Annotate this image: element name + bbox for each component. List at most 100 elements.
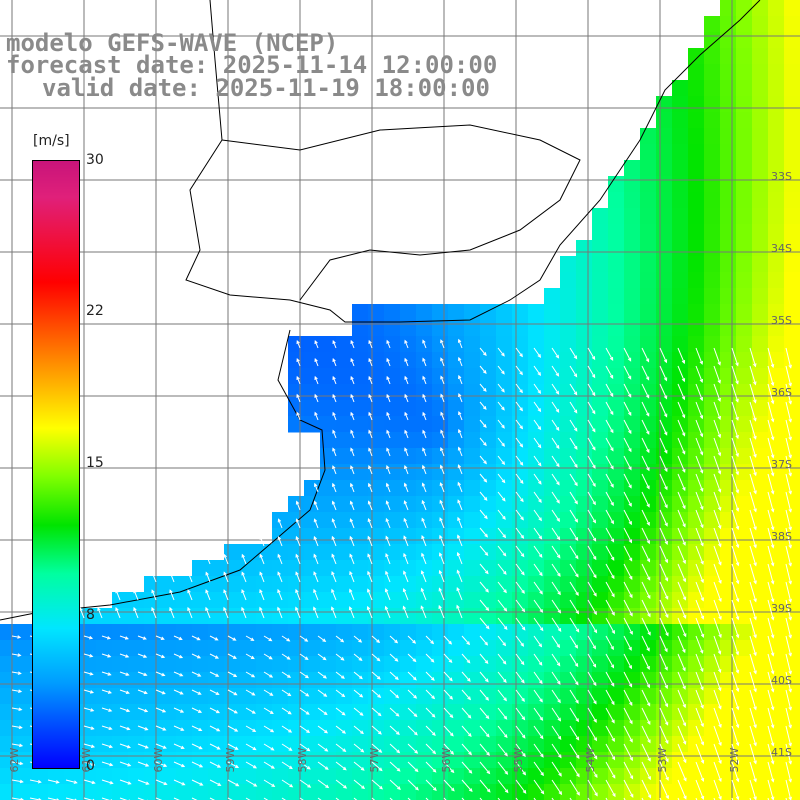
wind-arrow-head: [753, 634, 757, 639]
wind-arrow-head: [241, 571, 245, 576]
wind-speed-cell: [336, 368, 353, 385]
wind-speed-cell: [768, 352, 785, 369]
wind-arrow: [785, 401, 792, 422]
wind-arrow: [587, 599, 597, 615]
wind-arrow-head: [503, 679, 507, 683]
wind-arrow-head: [403, 535, 407, 540]
wind-speed-cell: [528, 784, 545, 800]
wind-arrow-head: [304, 656, 309, 660]
wind-speed-cell: [736, 448, 753, 465]
wind-arrow-head: [457, 464, 462, 469]
wind-speed-cell: [512, 512, 529, 529]
wind-speed-cell: [448, 592, 465, 609]
longitude-label: 56W: [440, 747, 453, 772]
wind-arrow: [731, 365, 739, 384]
wind-speed-cell: [544, 688, 561, 705]
wind-speed-cell: [736, 480, 753, 497]
wind-speed-cell: [560, 352, 577, 369]
wind-arrow-head: [647, 721, 651, 726]
wind-arrow-head: [735, 525, 740, 531]
wind-speed-cell: [704, 352, 721, 369]
wind-arrow: [404, 376, 409, 385]
wind-arrow: [569, 581, 579, 596]
wind-arrow: [263, 707, 274, 714]
wind-speed-cell: [544, 624, 561, 641]
wind-speed-cell: [768, 272, 785, 289]
wind-arrow: [659, 761, 669, 781]
wind-speed-cell: [480, 416, 497, 433]
wind-arrow-head: [664, 486, 668, 491]
wind-arrow-head: [162, 745, 167, 749]
wind-arrow: [425, 707, 436, 718]
wind-speed-cell: [320, 512, 337, 529]
wind-arrow: [371, 671, 381, 680]
wind-arrow: [497, 401, 505, 411]
wind-arrow: [119, 653, 129, 658]
wind-speed-cell: [640, 208, 657, 225]
wind-speed-cell: [720, 576, 737, 593]
wind-speed-cell: [256, 640, 273, 657]
wind-speed-cell: [752, 320, 769, 337]
wind-speed-cell: [496, 304, 513, 321]
wind-speed-cell: [528, 512, 545, 529]
wind-arrow: [587, 653, 597, 668]
wind-arrow: [173, 635, 182, 640]
wind-speed-cell: [512, 368, 529, 385]
wind-arrow-head: [403, 570, 407, 575]
wind-speed-cell: [336, 352, 353, 369]
wind-arrow-head: [610, 429, 614, 434]
wind-speed-cell: [480, 320, 497, 337]
wind-speed-cell: [704, 112, 721, 129]
wind-speed-cell: [336, 560, 353, 577]
wind-speed-cell: [464, 736, 481, 753]
wind-arrow: [314, 412, 319, 421]
wind-speed-cell: [144, 704, 161, 721]
wind-speed-cell: [624, 160, 641, 177]
wind-speed-cell: [560, 384, 577, 401]
wind-arrow-head: [556, 536, 561, 541]
wind-arrow-head: [629, 738, 633, 743]
wind-arrow-head: [404, 447, 408, 452]
wind-speed-cell: [48, 768, 65, 785]
wind-arrow-head: [350, 393, 354, 398]
wind-arrow: [101, 725, 112, 730]
wind-arrow-head: [610, 411, 614, 416]
wind-speed-cell: [768, 496, 785, 513]
wind-speed-cell: [336, 640, 353, 657]
wind-arrow-head: [682, 614, 687, 619]
wind-speed-cell: [384, 480, 401, 497]
wind-speed-cell: [512, 704, 529, 721]
wind-speed-cell: [784, 368, 800, 385]
wind-arrow: [731, 527, 739, 548]
wind-speed-cell: [320, 672, 337, 689]
wind-speed-cell: [736, 32, 753, 49]
wind-arrow-head: [717, 650, 722, 655]
wind-arrow: [605, 671, 615, 687]
wind-arrow: [767, 635, 774, 656]
wind-speed-cell: [688, 352, 705, 369]
wind-arrow: [551, 509, 560, 522]
wind-arrow: [191, 725, 202, 731]
wind-arrow: [587, 707, 597, 723]
wind-arrow-head: [664, 703, 669, 708]
wind-speed-cell: [416, 704, 433, 721]
wind-arrow-head: [368, 465, 372, 470]
wind-speed-cell: [208, 656, 225, 673]
wind-arrow-head: [663, 377, 668, 382]
wind-speed-cell: [528, 352, 545, 369]
wind-speed-cell: [656, 336, 673, 353]
wind-arrow-head: [126, 708, 131, 713]
wind-arrow-head: [664, 504, 668, 509]
wind-arrow-head: [646, 503, 650, 508]
wind-arrow: [313, 571, 319, 583]
wind-speed-cell: [400, 576, 417, 593]
latitude-label: 36S: [771, 386, 792, 399]
wind-arrow: [353, 725, 364, 734]
wind-arrow: [767, 509, 774, 530]
wind-speed-cell: [704, 736, 721, 753]
wind-arrow-head: [574, 518, 579, 523]
wind-arrow: [479, 527, 488, 538]
wind-arrow: [515, 347, 523, 357]
wind-arrow: [785, 707, 792, 728]
wind-arrow-head: [502, 642, 507, 647]
